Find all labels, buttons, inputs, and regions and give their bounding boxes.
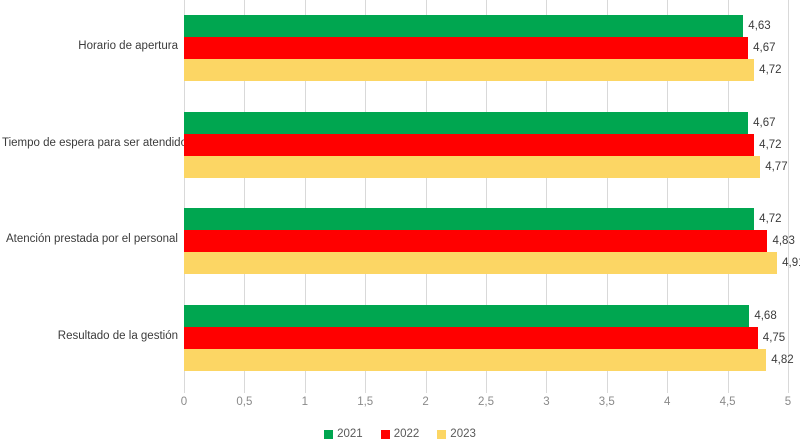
gridline-5 [788,0,789,386]
gridline-4-5 [727,0,729,386]
x-tick-label: 5 [784,396,792,408]
bar-2023-3[interactable] [184,252,778,275]
bar-value-label: 4,72 [759,138,782,151]
plot-area: 4,63 4,67 4,72 4,67 4,72 4,77 4,72 4,83 4,91 4,68… [184,0,800,386]
legend-item-2023[interactable]: 2023 [437,428,476,440]
bar-track: 4,67 [184,37,788,60]
x-tick-mark [304,386,306,393]
bar-value-label: 4,72 [759,64,782,77]
bar-value-label: 4,82 [771,353,794,366]
bar-group: 4,67 4,72 4,77 [184,111,788,178]
bar-track: 4,72 [184,133,788,156]
x-axis: 0 0,5 1 1,5 2 2,5 3 3,5 4 4,5 5 [180,386,792,416]
category-label: Tiempo de espera para ser atendido/a [2,136,197,149]
bar-value-label: 4,75 [762,331,786,344]
gridline-3 [546,0,548,386]
legend-swatch-icon [437,429,447,439]
bar-track: 4,82 [184,348,794,371]
x-tick-mark [184,386,185,393]
legend-label: 2023 [450,428,476,440]
x-tick-label: 2 [422,396,429,408]
bar-value-label: 4,68 [754,309,777,322]
x-tick-mark [486,386,487,393]
category-label: Resultado de la gestión [57,329,178,342]
x-tick-label: 2,5 [478,396,494,408]
x-tick-mark [244,386,246,393]
gridline-2 [425,0,427,386]
legend-swatch-icon [380,429,390,439]
bar-2021-4[interactable] [184,304,750,327]
bar-group: 4,68 4,75 4,82 [184,304,794,371]
x-tick-mark [727,386,729,393]
gridline-0 [184,0,185,386]
bar-value-label: 4,72 [759,213,782,226]
x-tick-mark [606,386,608,393]
x-tick-mark [365,386,367,393]
bar-track: 4,68 [184,304,788,327]
bar-2022-4[interactable] [184,326,758,349]
x-tick-label: 1,5 [357,396,374,408]
bar-value-label: 4,77 [765,160,788,173]
x-tick-mark [667,386,669,393]
bar-value-label: 4,63 [748,20,771,33]
bar-value-label: 4,83 [772,235,795,248]
bar-2022-3[interactable] [184,230,768,253]
bar-2023-1[interactable] [184,59,755,82]
bar-2021-2[interactable] [184,111,749,134]
category-label: Horario de apertura [78,40,178,53]
bar-value-label: 4,91 [782,257,800,270]
gridline-1-5 [365,0,367,386]
x-tick-mark [425,386,427,393]
legend-label: 2022 [393,428,420,440]
legend-swatch-icon [324,429,334,439]
bar-track: 4,75 [184,326,788,349]
gridline-1 [304,0,306,386]
bar-track: 4,83 [184,230,795,253]
bar-2023-2[interactable] [184,155,761,178]
legend-item-2021[interactable]: 2021 [324,428,363,440]
bar-track: 4,72 [184,59,788,82]
x-tick-mark [546,386,548,393]
bar-value-label: 4,67 [753,116,776,129]
bar-group: 4,63 4,67 4,72 [184,15,788,82]
bar-track: 4,67 [184,111,788,134]
x-tick-label: 4,5 [719,396,736,408]
bar-group: 4,72 4,83 4,91 [184,208,800,275]
bar-track: 4,63 [184,15,788,38]
bar-2022-2[interactable] [184,133,755,156]
bar-2023-4[interactable] [184,348,767,371]
x-tick-label: 3,5 [598,396,615,408]
category-label-axis: Horario de apertura Tiempo de espera para… [0,0,197,386]
bar-2021-1[interactable] [184,15,744,38]
gridline-0-5 [244,0,246,386]
legend-item-2022[interactable]: 2022 [380,428,420,440]
bar-track: 4,91 [184,252,800,275]
bar-2021-3[interactable] [184,208,755,231]
x-tick-label: 4 [663,396,671,408]
gridline-3-5 [606,0,608,386]
category-label: Atención prestada por el personal [6,233,178,246]
x-tick-label: 1 [301,396,308,408]
bar-track: 4,72 [184,208,788,231]
legend-label: 2021 [337,428,363,440]
chart-legend: 2021 2022 2023 [0,428,800,440]
bar-track: 4,77 [184,155,788,178]
x-tick-label: 3 [543,396,550,408]
x-tick-label: 0 [180,396,188,408]
bar-2022-1[interactable] [184,37,749,60]
gridline-2-5 [486,0,487,386]
x-tick-label: 0,5 [236,396,253,408]
bar-value-label: 4,67 [753,42,776,55]
x-tick-mark [788,386,789,393]
gridline-4 [667,0,669,386]
